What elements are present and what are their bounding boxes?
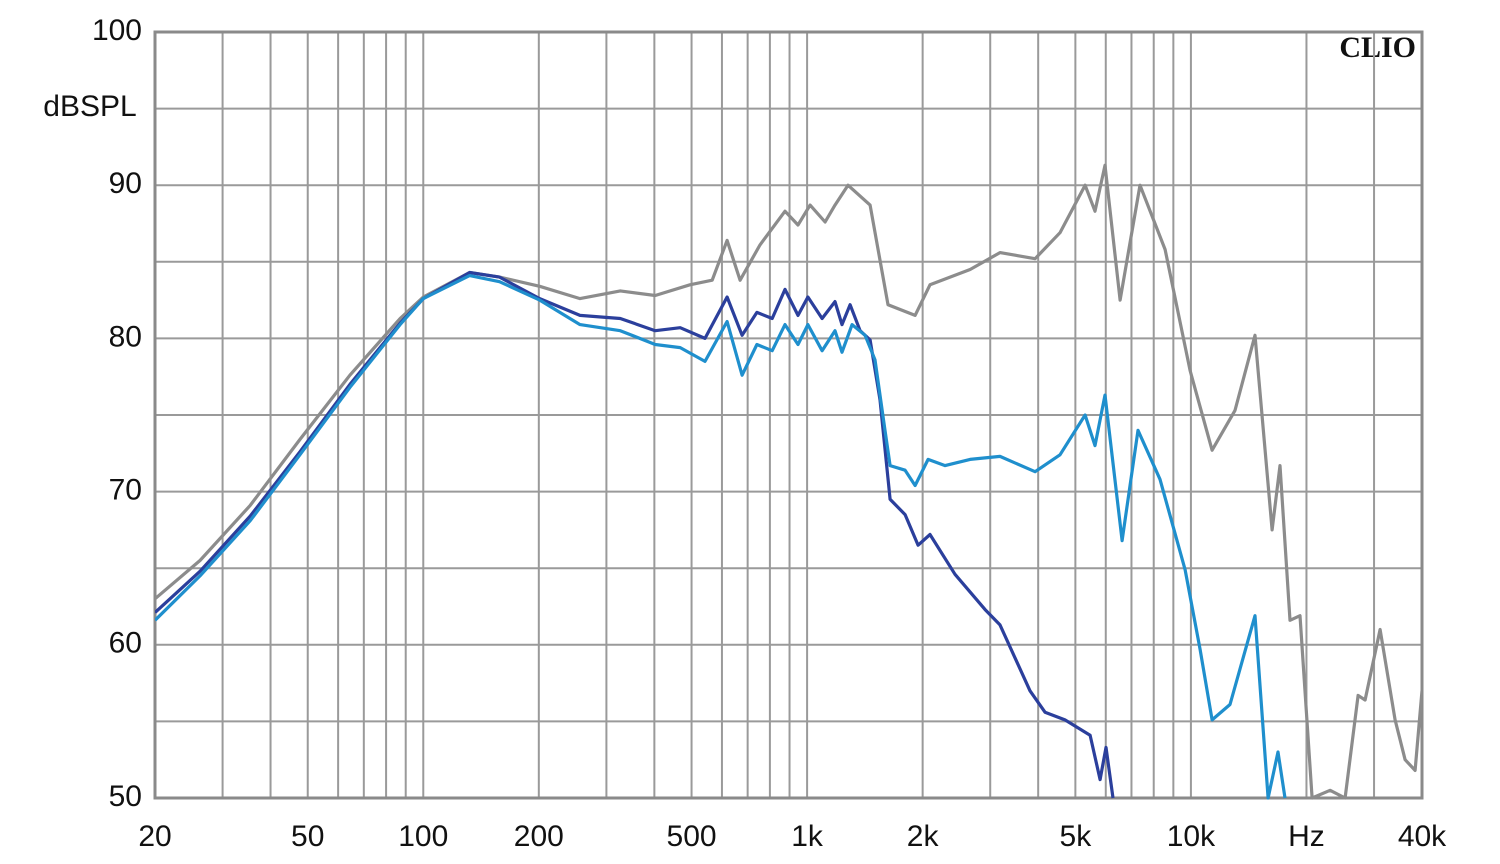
x-tick-label: 500 [667, 820, 717, 853]
response-curve [155, 274, 1287, 800]
response-curve [155, 163, 1422, 800]
x-tick-label: Hz [1288, 820, 1325, 853]
x-tick-label: 200 [514, 820, 564, 853]
y-axis-label: dBSPL [43, 90, 136, 123]
y-tick-label: 70 [109, 474, 142, 507]
x-tick-label: 100 [398, 820, 448, 853]
y-tick-label: 100 [92, 14, 142, 47]
x-tick-label: 1k [791, 820, 824, 853]
x-tick-label: 2k [907, 820, 940, 853]
x-tick-label: 10k [1167, 820, 1216, 853]
x-tick-label: 40k [1398, 820, 1447, 853]
x-tick-label: 5k [1060, 820, 1093, 853]
response-curve [155, 270, 1115, 799]
x-tick-label: 50 [291, 820, 324, 853]
plot-frame [153, 30, 1424, 800]
y-tick-label: 80 [109, 320, 142, 353]
x-tick-label: 20 [138, 820, 171, 853]
y-tick-label: 90 [109, 167, 142, 200]
y-tick-label: 50 [109, 780, 142, 813]
annotation: CLIO [1339, 31, 1416, 64]
y-tick-label: 60 [109, 627, 142, 660]
